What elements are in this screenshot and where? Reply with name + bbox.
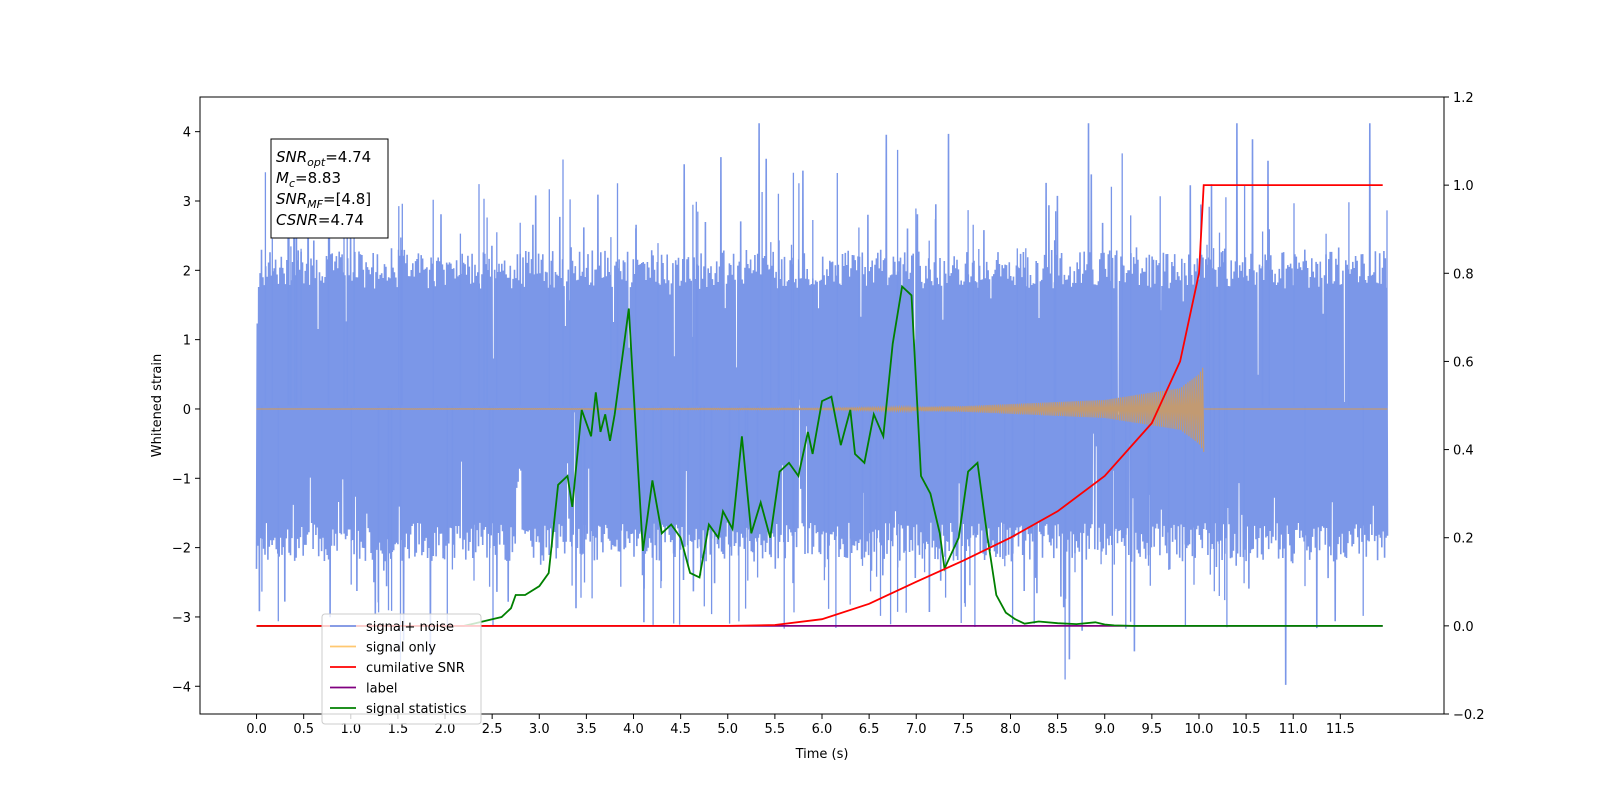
cumulative-snr-line [256, 184, 1383, 627]
y-tick-label: 4 [183, 126, 191, 141]
x-tick-label: 3.0 [529, 722, 550, 737]
y-tick-label: 1 [183, 334, 191, 349]
y2-tick-label: 0.8 [1453, 267, 1474, 282]
annotation-line: CSNR=4.74 [276, 211, 364, 229]
x-tick-label: 8.0 [1000, 722, 1021, 737]
signal-noise-spikes [261, 149, 1388, 680]
y-tick-label: 2 [183, 264, 191, 279]
y2-tick-label: 0.6 [1453, 355, 1474, 370]
x-tick-label: 10.5 [1232, 722, 1261, 737]
x-tick-label: 11.0 [1279, 722, 1308, 737]
y2-tick-label: 1.0 [1453, 179, 1474, 194]
x-tick-label: 8.5 [1047, 722, 1068, 737]
plot-area [255, 123, 1389, 685]
legend-label: signal+ noise [366, 620, 454, 635]
x-tick-label: 5.0 [717, 722, 738, 737]
y-tick-label: 3 [183, 195, 191, 210]
x-tick-label: 2.0 [435, 722, 456, 737]
x-tick-label: 6.0 [812, 722, 833, 737]
x-tick-label: 4.0 [623, 722, 644, 737]
y-tick-label: −4 [172, 680, 191, 695]
y-axis-label: Whitened strain [150, 354, 165, 457]
legend-label: label [366, 682, 397, 697]
x-tick-label: 11.5 [1326, 722, 1355, 737]
x-tick-label: 0.0 [246, 722, 267, 737]
x-tick-label: 7.5 [953, 722, 974, 737]
x-tick-label: 6.5 [859, 722, 880, 737]
annotation-line: Mc=8.83 [276, 169, 341, 190]
x-tick-label: 7.0 [906, 722, 927, 737]
legend-frame [321, 613, 482, 725]
y2-tick-label: 1.2 [1453, 91, 1474, 106]
legend-label: cumilative SNR [366, 661, 465, 676]
signal-noise-line [255, 123, 1389, 685]
x-axis-label: Time (s) [795, 747, 849, 762]
annotation-frame [270, 138, 389, 239]
axes: 0.0 0.5 1.0 1.5 2.0 2.5 3.0 3.5 4.0 4.5 5.0 5.5 6.0 6… [150, 91, 1485, 762]
legend-label: signal statistics [366, 702, 467, 717]
x-tick-label: 4.5 [670, 722, 691, 737]
y-tick-label: −3 [172, 611, 191, 626]
y-tick-label: 0 [183, 403, 191, 418]
y2-tick-label: −0.2 [1453, 708, 1485, 723]
x-tick-label: 9.5 [1142, 722, 1163, 737]
legend: signal+ noise signal only cumilative SNR la… [321, 613, 482, 725]
x-tick-label: 3.5 [576, 722, 597, 737]
y2-tick-label: 0.0 [1453, 620, 1474, 635]
signal-statistics-line [256, 284, 1383, 627]
y-tick-label: −2 [172, 542, 191, 557]
x-tick-label: 1.5 [388, 722, 409, 737]
y2-tick-label: 0.4 [1453, 444, 1474, 459]
legend-label: signal only [366, 641, 436, 656]
x-tick-label: 1.0 [340, 722, 361, 737]
x-tick-label: 9.0 [1094, 722, 1115, 737]
x-tick-label: 10.0 [1184, 722, 1213, 737]
x-tick-label: 5.5 [765, 722, 786, 737]
signal-only-line [256, 367, 1205, 452]
annotation-line: SNRMF=[4.8] [276, 190, 371, 211]
y-tick-label: −1 [172, 472, 191, 487]
y2-tick-label: 0.2 [1453, 532, 1474, 547]
annotation-line: SNRopt=4.74 [276, 148, 371, 169]
x-tick-label: 2.5 [482, 722, 503, 737]
x-tick-label: 0.5 [293, 722, 314, 737]
